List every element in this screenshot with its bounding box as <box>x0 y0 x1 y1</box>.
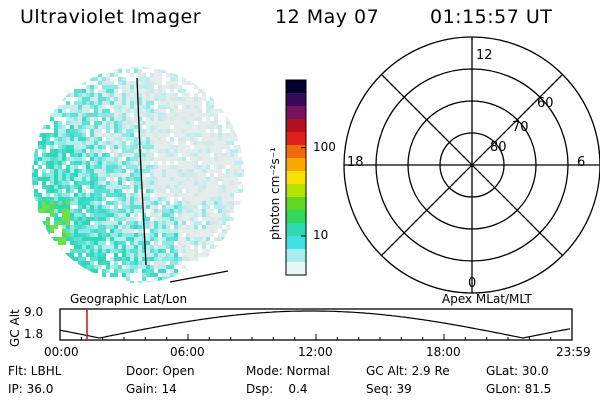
colorbar-segment <box>286 223 306 237</box>
terminator-line <box>136 77 147 266</box>
mlat-label-80: 80 <box>490 140 507 155</box>
colorbar-segment <box>286 262 306 276</box>
colorbar-segment <box>286 93 306 107</box>
lon-line <box>169 270 229 283</box>
colorbar-segment <box>286 106 306 120</box>
colorbar-segment <box>286 119 306 133</box>
glat-value: GLat: 30.0 <box>486 364 549 378</box>
colorbar-segment <box>286 210 306 224</box>
polar-grid <box>343 36 600 294</box>
dsp-value: Dsp: 0.4 <box>246 382 308 396</box>
alt-tick-9: 9.0 <box>24 305 44 319</box>
colorbar-segment <box>286 80 306 94</box>
instrument-title: Ultraviolet Imager <box>20 6 202 28</box>
mlt-label-0: 0 <box>468 276 477 291</box>
filter-value: Flt: LBHL <box>8 364 62 378</box>
door-value: Door: Open <box>126 364 195 378</box>
time-tick-2359: 23:59 <box>556 345 591 359</box>
altitude-curve <box>59 310 571 339</box>
colorbar-unit-label: photon cm⁻²s⁻¹ <box>268 147 282 240</box>
mlt-label-12: 12 <box>476 48 493 63</box>
colorbar-tick-100: 100 <box>313 140 336 154</box>
ip-value: IP: 36.0 <box>8 382 54 396</box>
colorbar-frame <box>285 79 307 276</box>
gain-value: Gain: 14 <box>126 382 177 396</box>
colorbar-segment <box>286 171 306 185</box>
geographic-label: Geographic Lat/Lon <box>70 292 188 306</box>
time-tick-1800: 18:00 <box>426 345 461 359</box>
colorbar-segment <box>286 184 306 198</box>
gc-alt-axis-label: GC Alt <box>8 309 22 347</box>
date-label: 12 May 07 <box>275 6 380 28</box>
time-tick-0600: 06:00 <box>170 345 205 359</box>
colorbar-segment <box>286 132 306 146</box>
glon-value: GLon: 81.5 <box>486 382 552 396</box>
colorbar-segment <box>286 158 306 172</box>
apex-label: Apex MLat/MLT <box>442 292 532 306</box>
time-label: 01:15:57 UT <box>430 6 553 28</box>
colorbar-segment <box>286 236 306 250</box>
time-tick-0000: 00:00 <box>44 345 79 359</box>
color-scale-bar <box>285 79 307 276</box>
orbit-altitude-plot <box>59 308 573 341</box>
mlt-label-6: 6 <box>577 155 586 170</box>
colorbar-segment <box>286 249 306 263</box>
colorbar-segment <box>286 197 306 211</box>
gc-alt-value: GC Alt: 2.9 Re <box>366 364 450 378</box>
mlt-label-18: 18 <box>347 155 364 170</box>
aurora-image <box>32 67 244 283</box>
time-tick-1200: 12:00 <box>298 345 333 359</box>
alt-tick-1-8: 1.8 <box>24 327 44 341</box>
mode-value: Mode: Normal <box>246 364 330 378</box>
mlat-label-60: 60 <box>537 96 554 111</box>
seq-value: Seq: 39 <box>366 382 412 396</box>
colorbar-tick-10: 10 <box>313 228 329 242</box>
colorbar-segment <box>286 145 306 159</box>
mlat-label-70: 70 <box>512 120 529 135</box>
